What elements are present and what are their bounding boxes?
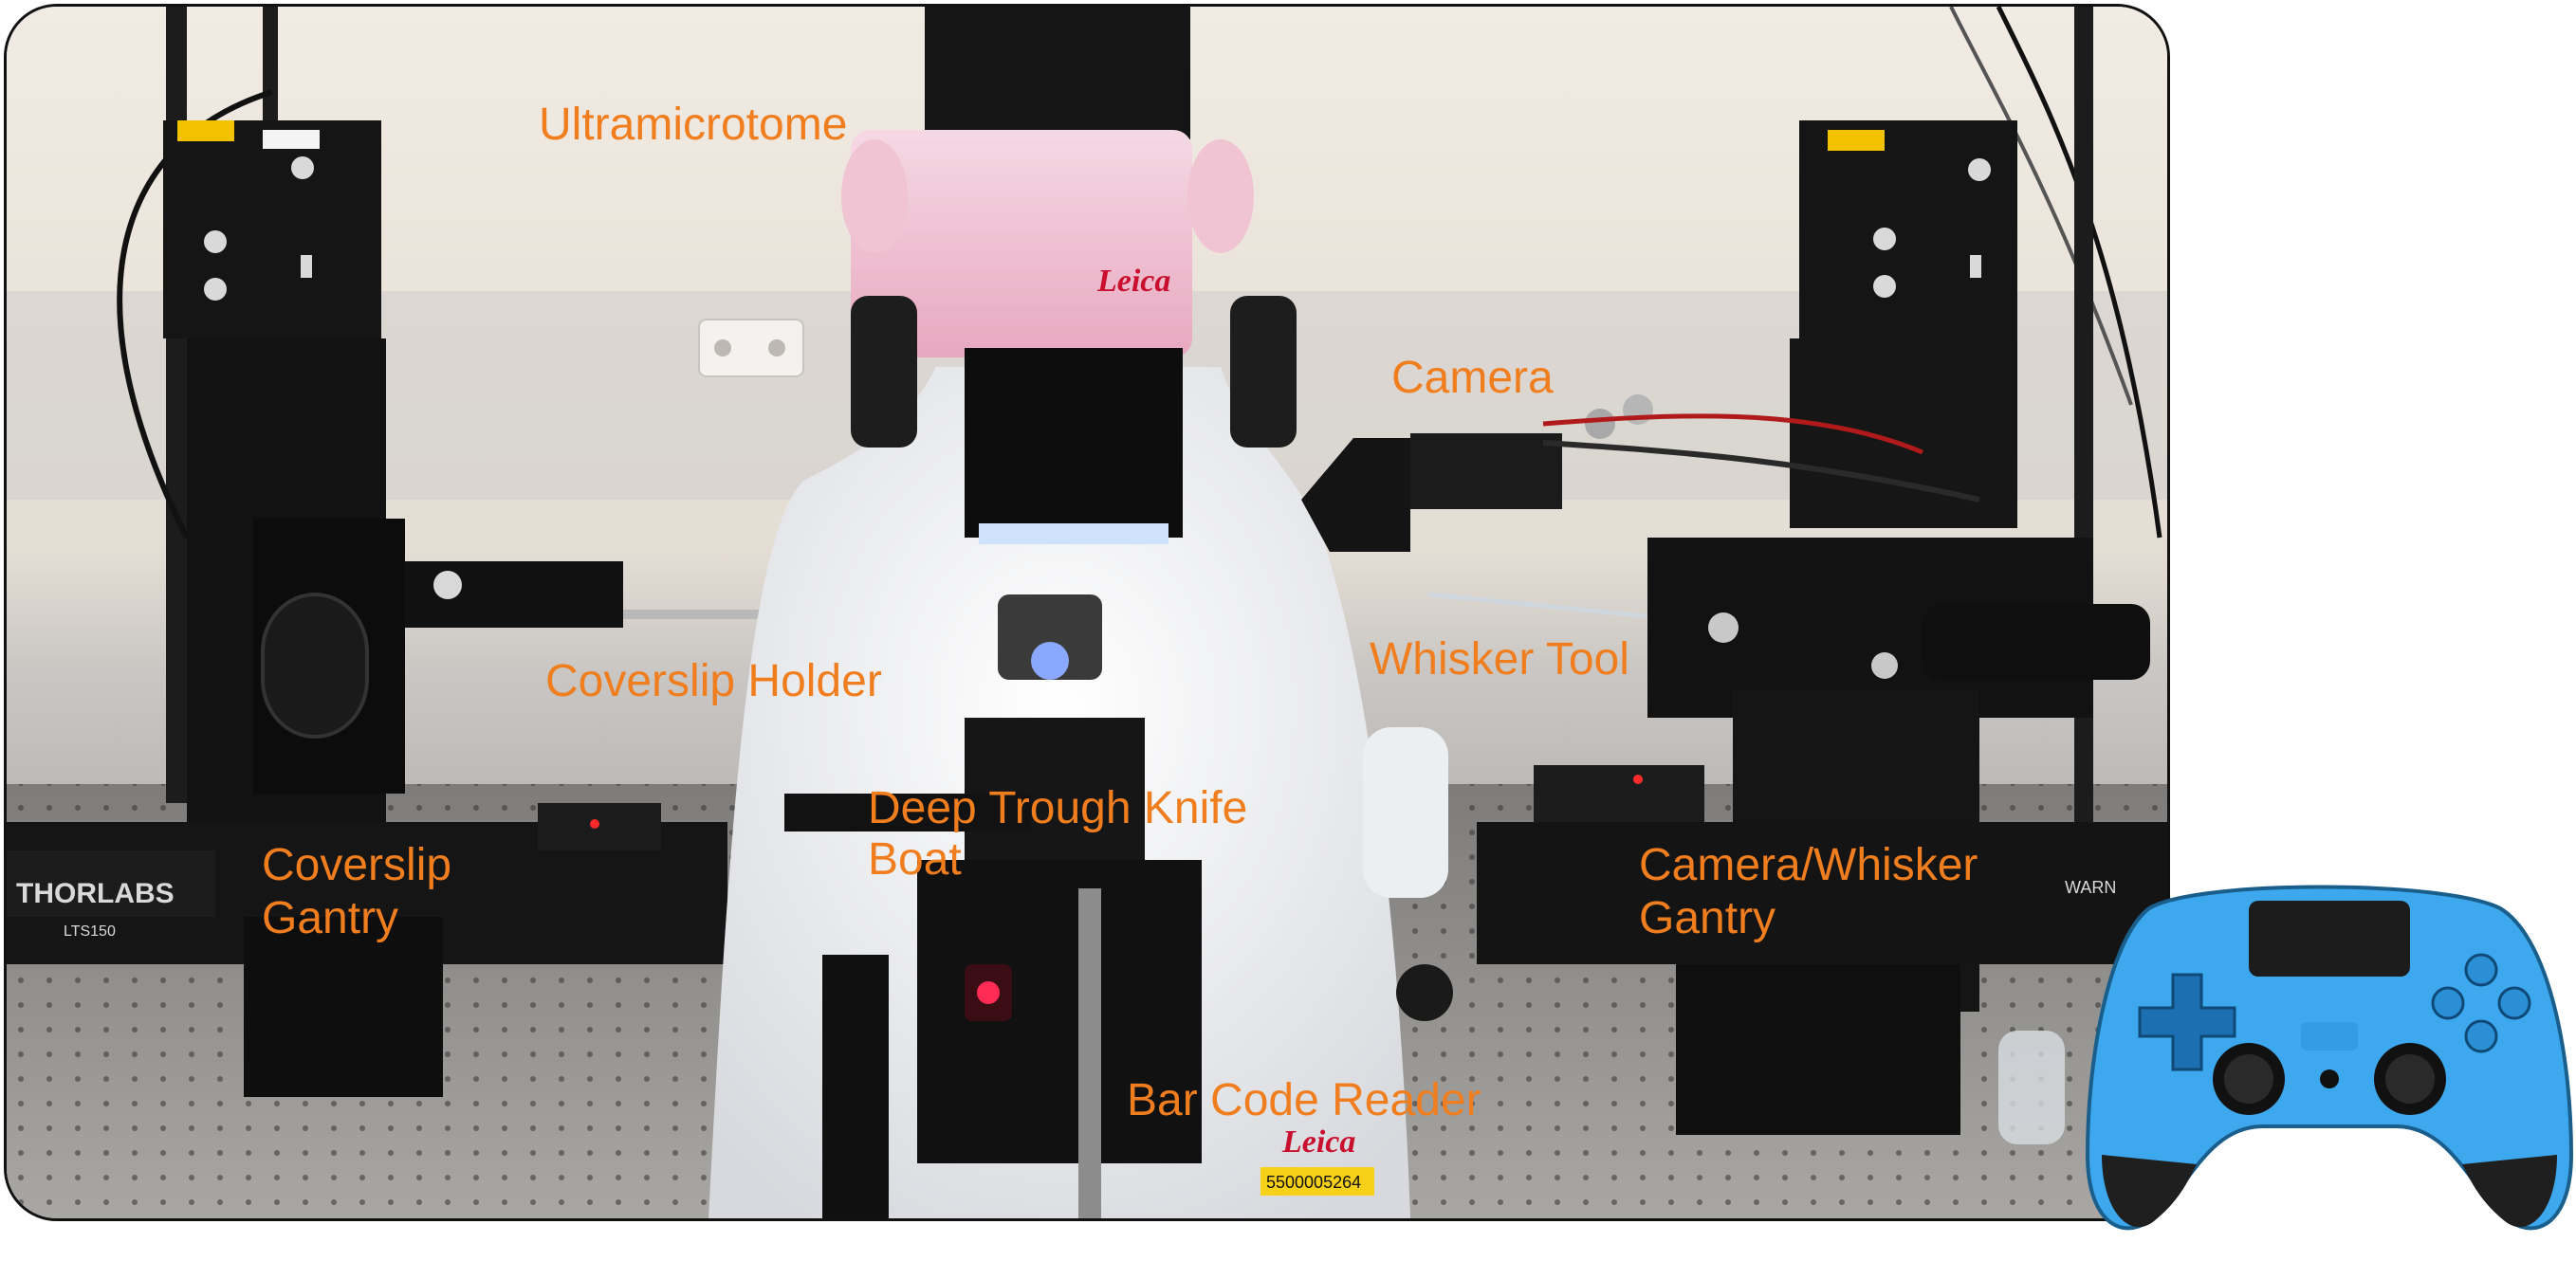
warning-text: WARN [2065, 878, 2116, 897]
label-ultramicrotome: Ultramicrotome [539, 100, 848, 150]
thorlabs-text: THORLABS [16, 878, 175, 909]
label-camera-whisker-line2: Gantry [1639, 893, 1776, 943]
ultramicrotome-photo: THORLABS LTS150 Leica Leica 5500005264 [4, 4, 2170, 1221]
label-bar-code-reader: Bar Code Reader [1127, 1075, 1481, 1125]
label-coverslip-gantry-line2: Gantry [262, 893, 399, 943]
leica-logo-bottom: Leica [1281, 1124, 1355, 1160]
label-deep-trough-line2: Boat [868, 834, 962, 885]
thorlabs-model-text: LTS150 [64, 923, 116, 940]
label-coverslip-gantry-line1: Coverslip [262, 840, 452, 890]
label-whisker-tool: Whisker Tool [1370, 634, 1629, 685]
label-camera-whisker-line1: Camera/Whisker [1639, 840, 1978, 890]
gamepad-icon [2083, 842, 2576, 1256]
label-deep-trough-line1: Deep Trough Knife [868, 783, 1248, 833]
label-coverslip-holder: Coverslip Holder [545, 656, 882, 706]
leica-logo-top: Leica [1096, 264, 1170, 299]
serial-tag: 5500005264 [1266, 1173, 1361, 1192]
label-camera: Camera [1391, 353, 1554, 403]
